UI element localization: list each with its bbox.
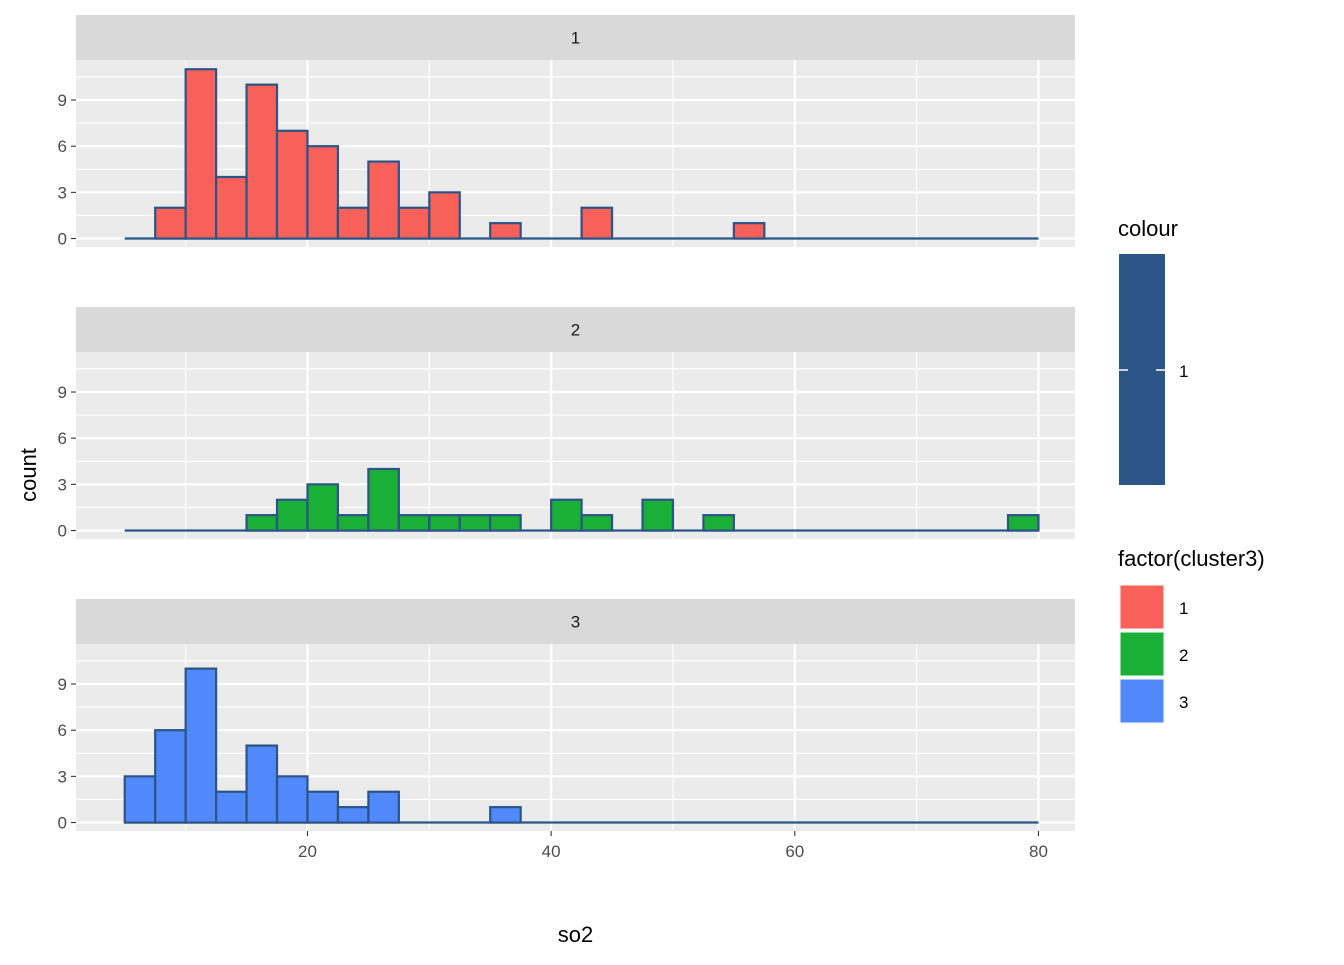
histogram-bar: [397, 514, 431, 532]
histogram-bar: [306, 790, 340, 824]
histogram-bar: [275, 498, 309, 532]
histogram-bar: [367, 790, 400, 824]
x-axis-title: so2: [558, 922, 593, 947]
y-tick-label: 9: [58, 675, 67, 694]
facet-strip-1: [76, 15, 1075, 60]
y-tick-label: 6: [58, 429, 67, 448]
histogram-bar: [154, 206, 187, 240]
histogram-bar: [397, 206, 431, 240]
legend-title-fill: factor(cluster3): [1118, 546, 1265, 571]
histogram-bar: [428, 191, 461, 240]
histogram-bar: [458, 514, 492, 532]
histogram-bar: [275, 129, 309, 240]
y-tick-label: 3: [58, 475, 67, 494]
histogram-bar: [489, 222, 522, 240]
histogram-bar: [580, 206, 614, 240]
y-tick-label: 9: [58, 383, 67, 402]
histogram-bar: [306, 145, 340, 240]
x-tick-label: 20: [298, 842, 317, 861]
y-tick-label: 6: [58, 721, 67, 740]
legend-key-swatch: [1119, 631, 1165, 677]
histogram-bar: [732, 222, 766, 240]
histogram-bar: [550, 498, 583, 532]
histogram-bar: [245, 744, 279, 824]
histogram-bar: [245, 514, 279, 532]
histogram-bar: [123, 775, 157, 824]
legend-key-swatch: [1119, 678, 1165, 724]
histogram-bar: [184, 667, 218, 824]
y-axis-title: count: [16, 448, 41, 502]
legend-title-colour: colour: [1118, 216, 1178, 241]
histogram-bar: [306, 483, 340, 532]
facet-strip-label: 2: [571, 321, 580, 340]
histogram-bar: [1006, 514, 1040, 532]
histogram-bar: [215, 175, 248, 240]
facet-strip-3: [76, 599, 1075, 644]
legend-key-swatch: [1119, 584, 1165, 630]
histogram-bar: [580, 514, 614, 532]
legend-key-label: 2: [1179, 646, 1188, 665]
facet-strip-label: 1: [571, 29, 580, 48]
histogram-bar: [245, 83, 279, 240]
histogram-bar: [184, 68, 218, 240]
y-tick-label: 6: [58, 137, 67, 156]
histogram-bar: [489, 514, 522, 532]
x-tick-label: 60: [785, 842, 804, 861]
histogram-bar: [367, 160, 400, 240]
histogram-bar: [336, 806, 370, 824]
histogram-bar: [702, 514, 735, 532]
y-tick-label: 3: [58, 183, 67, 202]
histogram-bar: [336, 514, 370, 532]
y-tick-label: 0: [58, 814, 67, 833]
histogram-bar: [336, 206, 370, 240]
x-tick-label: 40: [542, 842, 561, 861]
histogram-bar: [154, 729, 187, 824]
histogram-bar: [215, 790, 248, 824]
histogram-bar: [275, 775, 309, 824]
histogram-bar: [489, 806, 522, 824]
y-tick-label: 0: [58, 522, 67, 541]
histogram-bar: [428, 514, 461, 532]
y-tick-label: 3: [58, 767, 67, 786]
colour-legend-label: 1: [1179, 362, 1188, 381]
y-tick-label: 9: [58, 91, 67, 110]
histogram-bar: [367, 467, 400, 532]
x-tick-label: 80: [1029, 842, 1048, 861]
histogram-bar: [641, 498, 675, 532]
facet-strip-2: [76, 307, 1075, 352]
facet-strip-label: 3: [571, 613, 580, 632]
legend-key-label: 1: [1179, 599, 1188, 618]
legend-key-label: 3: [1179, 693, 1188, 712]
y-tick-label: 0: [58, 230, 67, 249]
